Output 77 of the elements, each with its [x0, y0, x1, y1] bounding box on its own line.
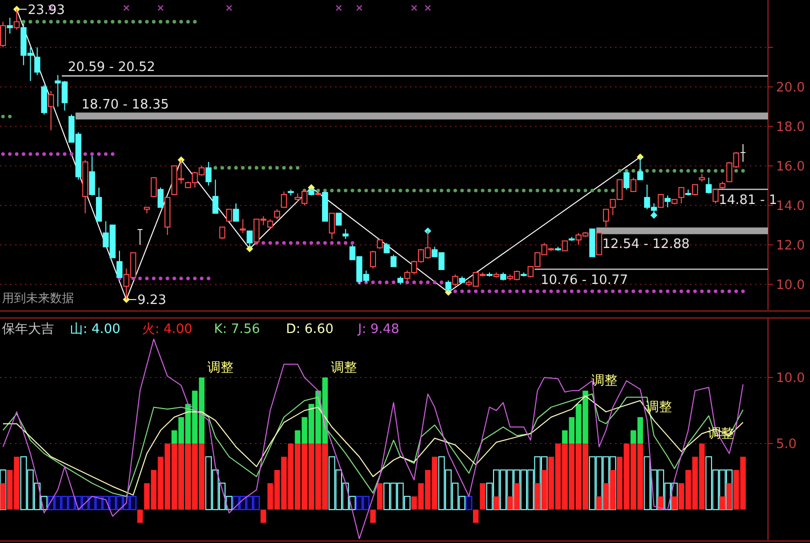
point [123, 4, 130, 11]
band-label: 18.70 - 18.35 [82, 98, 169, 113]
point [157, 4, 164, 11]
candlestick [240, 218, 246, 234]
bar [472, 510, 479, 523]
candlestick [219, 226, 226, 240]
y-tick-label: 10.0 [776, 278, 805, 293]
candlestick [342, 228, 349, 240]
band-label: 20.59 - 20.52 [68, 60, 156, 76]
text: 火: 4.00 [142, 322, 192, 337]
text: K: 7.56 [214, 322, 260, 337]
candlestick [602, 208, 609, 228]
candlestick [658, 194, 664, 208]
point [226, 4, 232, 11]
annotation: 9.23 [137, 293, 166, 308]
candlestick [280, 191, 287, 208]
candlestick [6, 17, 13, 34]
candlestick [712, 189, 719, 204]
annotation: 23.93 [28, 2, 65, 18]
candlestick [232, 202, 239, 222]
candlestick [562, 240, 568, 252]
point [356, 4, 362, 11]
annotation: 调整 [591, 374, 618, 389]
candlestick [706, 177, 712, 194]
candlestick [0, 21, 6, 48]
annotation: 用到未来数据 [2, 291, 74, 305]
candlestick [138, 228, 143, 246]
chart-title: 保年大吉 [2, 322, 54, 337]
bar [377, 483, 383, 510]
candlestick [692, 184, 698, 196]
line-series [2, 338, 744, 540]
candlestick [376, 238, 383, 250]
band-label: 10.76 - 10.77 [540, 272, 628, 288]
y-tick-label: 5.0 [776, 437, 797, 452]
bar [494, 496, 500, 510]
candlestick [596, 232, 602, 256]
candlestick [336, 212, 342, 226]
y-tick-label: 10.0 [776, 371, 805, 386]
candlestick [664, 194, 671, 208]
annotation: 调整 [208, 360, 234, 376]
candlestick [206, 161, 212, 186]
candlestick [678, 187, 684, 204]
y-tick-label: 18.0 [776, 120, 805, 135]
candlestick [267, 218, 274, 230]
candlestick [212, 179, 218, 214]
y-tick-label: 12.0 [776, 238, 805, 254]
y-tick-label: 14.0 [776, 198, 805, 214]
candlestick [370, 250, 376, 270]
annotation: 调整 [331, 360, 358, 376]
text: J: 9.48 [357, 322, 400, 337]
point [424, 4, 431, 11]
candlestick [158, 187, 164, 208]
candlestick [328, 212, 335, 240]
point [411, 4, 418, 11]
ref-line-label: 14.81 - 1 [718, 192, 778, 208]
text: 山: 4.00 [70, 322, 120, 337]
bar [260, 510, 266, 523]
bar [480, 483, 486, 510]
candlestick [96, 187, 102, 222]
candlestick [48, 90, 54, 131]
point [336, 4, 342, 11]
candlestick [740, 144, 746, 162]
y-tick-label: 20.0 [776, 80, 805, 96]
bar [466, 496, 472, 510]
candlestick [150, 177, 157, 197]
candlestick [34, 46, 40, 76]
candlestick [226, 208, 232, 222]
candlestick [390, 254, 397, 268]
text: D: 6.60 [286, 322, 334, 337]
candlestick [630, 177, 636, 192]
bar [137, 510, 143, 523]
candlestick [274, 208, 280, 220]
candlestick [384, 242, 390, 254]
band-label: 12.54 - 12.88 [602, 237, 690, 252]
bar [370, 510, 376, 523]
y-tick-label: 16.0 [776, 159, 805, 174]
candlestick [452, 274, 458, 287]
